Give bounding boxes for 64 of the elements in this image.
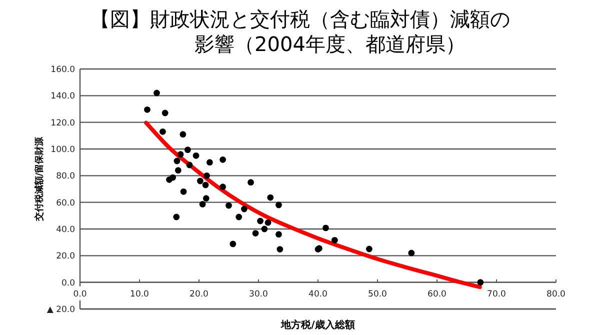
- point: [248, 179, 254, 186]
- point: [162, 110, 168, 116]
- x-tick-label: 70.0: [487, 289, 506, 300]
- y-tick-label: 120.0: [50, 118, 75, 128]
- point: [261, 226, 268, 232]
- point: [199, 201, 206, 208]
- x-tick-label: 60.0: [428, 289, 446, 300]
- point: [226, 202, 232, 209]
- point: [180, 188, 187, 195]
- title: 【図】財政状況と交付税（含む臨対債）減額の: [90, 7, 510, 31]
- x-tick-label: 0.0: [73, 289, 87, 300]
- x-tick-label: 40.0: [308, 289, 328, 300]
- point: [267, 194, 274, 201]
- y-tick-label: 140.0: [50, 92, 75, 102]
- point: [196, 178, 204, 184]
- point: [241, 206, 248, 212]
- x-tick-label: 30.0: [249, 289, 268, 300]
- point: [257, 218, 264, 224]
- point: [202, 182, 209, 188]
- point: [186, 162, 193, 168]
- point: [192, 152, 200, 159]
- point: [173, 214, 180, 220]
- y-tick-label: 0.0: [61, 278, 75, 288]
- point: [252, 230, 259, 236]
- point: [166, 176, 172, 183]
- point: [220, 184, 226, 190]
- point: [220, 156, 226, 163]
- point: [177, 151, 184, 158]
- point: [276, 231, 282, 238]
- point: [408, 250, 415, 256]
- y-tick-label: 160.0: [50, 65, 75, 75]
- x-tick-label: 80.0: [546, 289, 566, 300]
- point: [230, 240, 236, 248]
- point: [144, 106, 150, 113]
- y-tick-label: ▲ 20.0: [46, 305, 75, 315]
- point: [366, 246, 372, 252]
- point: [276, 202, 282, 208]
- y-tick-label: 80.0: [56, 172, 75, 182]
- y-tick-label: 20.0: [56, 252, 75, 262]
- line-series: [144, 120, 482, 289]
- point: [174, 167, 182, 174]
- point: [160, 128, 166, 135]
- point: [154, 90, 160, 96]
- y-tick-label: 60.0: [56, 198, 75, 208]
- x-axis-title: 地方税/歳入総額: [280, 319, 355, 331]
- point: [184, 146, 191, 153]
- x-tick-label: 20.0: [190, 289, 208, 300]
- y-tick-label: 40.0: [56, 225, 75, 235]
- point: [206, 159, 213, 166]
- point: [204, 172, 210, 179]
- point: [174, 158, 180, 164]
- y-axis-title: 交付税減額/留保財源: [34, 136, 45, 222]
- point: [276, 246, 284, 252]
- y-tick-label: 100.0: [50, 145, 75, 155]
- point: [477, 279, 484, 286]
- x-tick-label: 10.0: [130, 289, 149, 300]
- subtitle: 影響（2004年度、都道府県）: [194, 32, 466, 56]
- point: [180, 131, 186, 138]
- point: [322, 224, 329, 232]
- point: [236, 214, 242, 220]
- x-tick-label: 50.0: [368, 289, 387, 300]
- point: [264, 219, 272, 226]
- point: [331, 237, 338, 244]
- point: [202, 195, 210, 202]
